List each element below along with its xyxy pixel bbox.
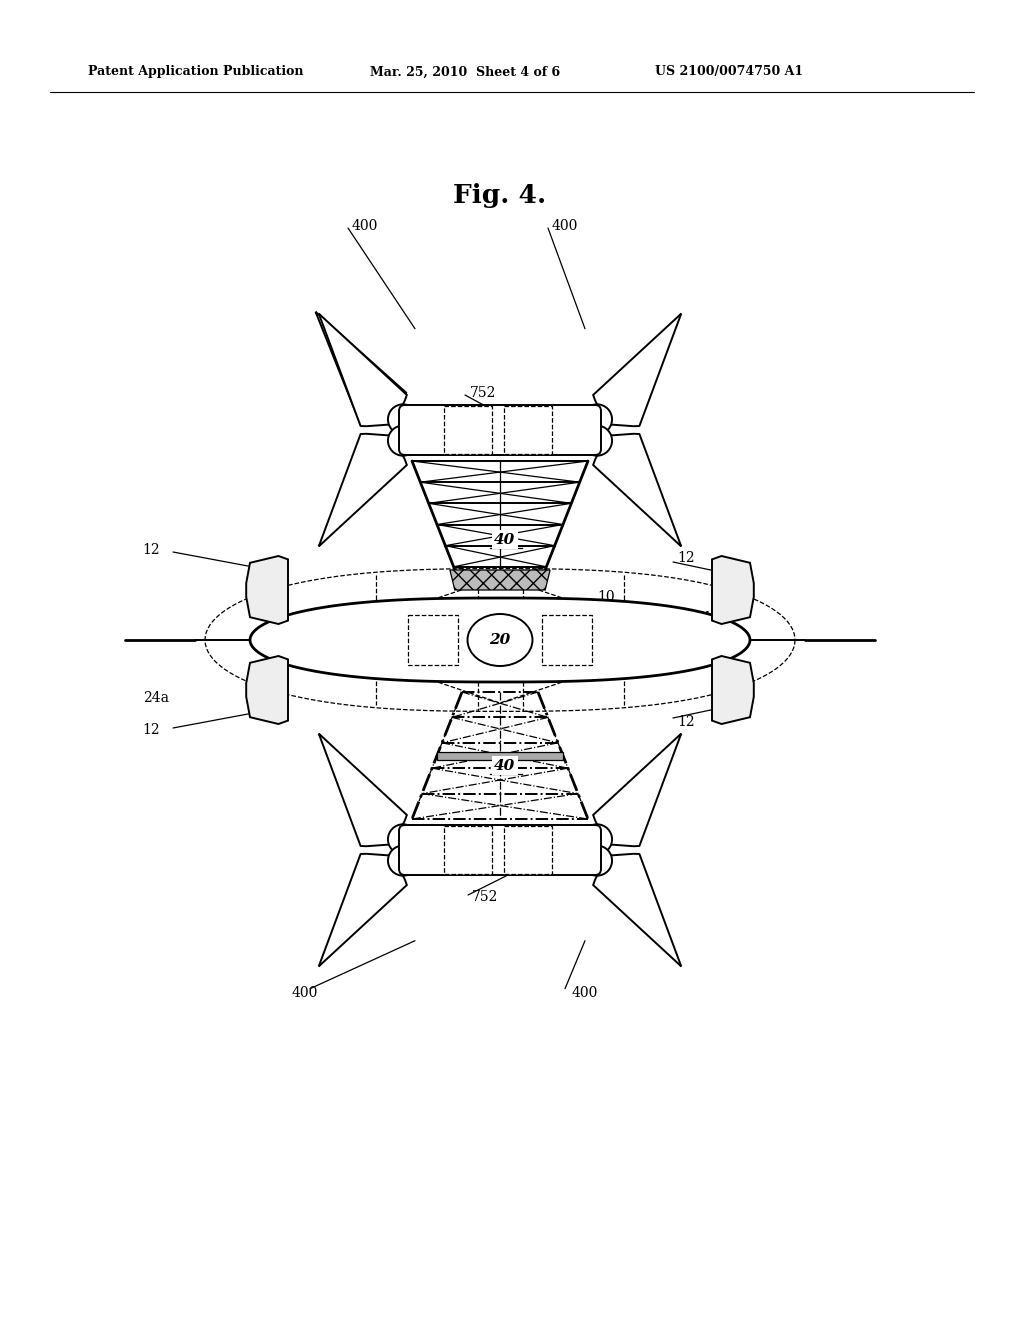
Circle shape — [582, 404, 612, 434]
Polygon shape — [250, 598, 750, 682]
Circle shape — [388, 824, 418, 854]
Bar — [504, 407, 552, 454]
Circle shape — [582, 425, 612, 455]
Text: 12: 12 — [142, 723, 160, 737]
Text: 400: 400 — [352, 219, 379, 234]
Text: 24a: 24a — [143, 690, 169, 705]
Polygon shape — [712, 656, 754, 723]
Bar — [542, 615, 592, 665]
Polygon shape — [593, 734, 681, 846]
Text: 24b: 24b — [688, 611, 715, 624]
Circle shape — [388, 404, 418, 434]
Text: 10: 10 — [597, 590, 614, 605]
Ellipse shape — [468, 614, 532, 667]
Circle shape — [582, 824, 612, 854]
Polygon shape — [318, 434, 407, 546]
Polygon shape — [246, 656, 288, 723]
Bar — [444, 407, 493, 454]
Text: Patent Application Publication: Patent Application Publication — [88, 66, 303, 78]
Polygon shape — [318, 734, 407, 846]
Polygon shape — [246, 556, 288, 624]
Polygon shape — [593, 434, 681, 546]
Text: 400: 400 — [292, 986, 318, 999]
Circle shape — [582, 846, 612, 875]
Text: Fig. 4.: Fig. 4. — [454, 182, 547, 207]
Text: 40: 40 — [495, 759, 516, 772]
Circle shape — [388, 846, 418, 875]
Polygon shape — [593, 854, 681, 966]
FancyBboxPatch shape — [399, 825, 601, 875]
Circle shape — [388, 425, 418, 455]
Text: 20: 20 — [489, 634, 511, 647]
Polygon shape — [712, 556, 754, 624]
Polygon shape — [450, 570, 550, 590]
Text: 400: 400 — [552, 219, 579, 234]
Polygon shape — [593, 314, 681, 426]
Polygon shape — [318, 854, 407, 966]
Bar — [408, 615, 458, 665]
Bar — [437, 751, 563, 759]
FancyBboxPatch shape — [399, 405, 601, 455]
Text: 40: 40 — [495, 532, 516, 546]
Text: 12: 12 — [142, 543, 160, 557]
Text: Mar. 25, 2010  Sheet 4 of 6: Mar. 25, 2010 Sheet 4 of 6 — [370, 66, 560, 78]
Text: 12: 12 — [677, 715, 694, 729]
Text: 752: 752 — [470, 385, 497, 400]
Text: 752: 752 — [472, 890, 499, 904]
Text: US 2100/0074750 A1: US 2100/0074750 A1 — [655, 66, 803, 78]
Text: 400: 400 — [572, 986, 598, 999]
Text: 12: 12 — [677, 550, 694, 565]
Polygon shape — [318, 314, 407, 426]
Polygon shape — [315, 312, 407, 425]
Bar — [444, 826, 493, 874]
Bar — [504, 826, 552, 874]
